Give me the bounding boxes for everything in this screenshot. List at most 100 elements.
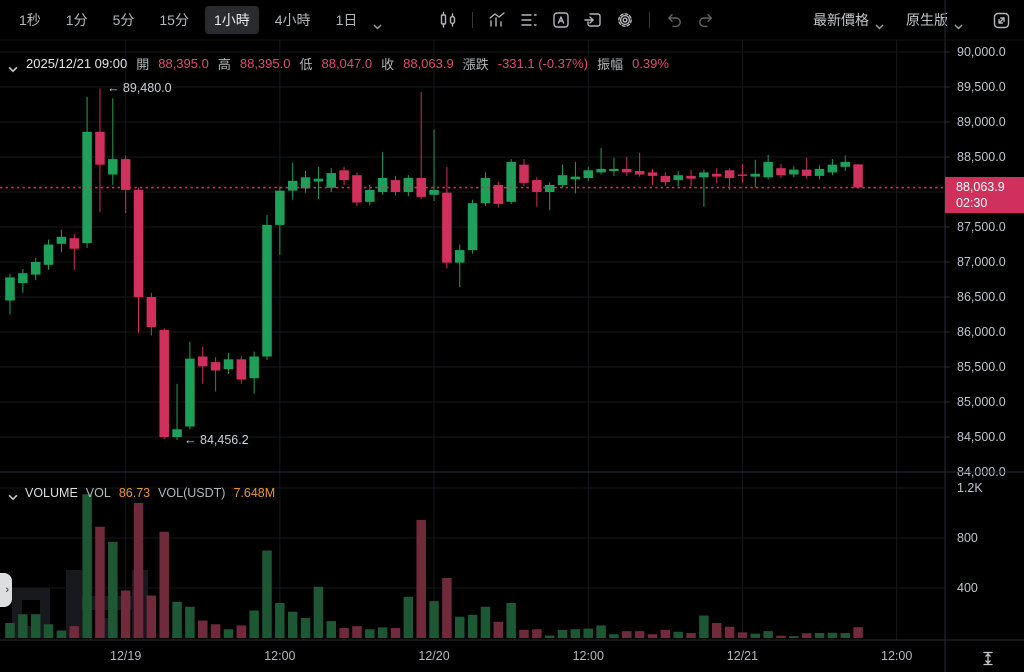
interval-button-4小時[interactable]: 4小時 bbox=[274, 12, 311, 28]
volume-bar bbox=[686, 633, 696, 638]
popup-window-icon[interactable] bbox=[580, 7, 606, 33]
candle-body bbox=[776, 168, 786, 176]
volume-bar bbox=[712, 623, 722, 638]
volume-bar bbox=[814, 633, 825, 638]
volume-bar bbox=[724, 626, 735, 638]
volume-bar bbox=[223, 629, 234, 638]
price-axis[interactable] bbox=[945, 0, 1024, 672]
candle-datetime: 2025/12/21 09:00 bbox=[26, 56, 128, 71]
price-axis-label: 85,500.0 bbox=[957, 360, 1006, 374]
version-dropdown[interactable]: 原生版 bbox=[906, 10, 963, 30]
volume-bar bbox=[339, 628, 349, 638]
interval-button-5分[interactable]: 5分 bbox=[112, 12, 135, 28]
interval-dropdown-chevron-icon[interactable] bbox=[373, 17, 382, 30]
candle-body bbox=[557, 175, 568, 185]
volume-bar bbox=[133, 503, 144, 638]
candle-body bbox=[223, 359, 234, 370]
interval-button-1秒[interactable]: 1秒 bbox=[19, 12, 41, 28]
volume-bar bbox=[313, 586, 324, 638]
interval-button-1小時[interactable]: 1小時 bbox=[204, 6, 259, 34]
volume-bar bbox=[108, 541, 118, 638]
toolbar-divider bbox=[649, 12, 651, 28]
volume-bar bbox=[69, 626, 79, 638]
candle-body bbox=[249, 356, 259, 379]
volume-bar bbox=[519, 629, 529, 638]
price-axis-label: 86,000.0 bbox=[957, 325, 1006, 339]
volume-bar bbox=[82, 494, 92, 638]
countdown-timer: 02:30 bbox=[956, 195, 988, 210]
candle-body bbox=[570, 176, 581, 180]
volume-bar bbox=[634, 631, 645, 638]
volume-bar bbox=[429, 601, 439, 638]
volume-header: VOLUME VOL 86.73 VOL(USDT) 7.648M bbox=[8, 486, 276, 501]
candle-body bbox=[827, 164, 838, 173]
candle-body bbox=[262, 224, 272, 357]
high-value: 88,395.0 bbox=[239, 56, 291, 71]
volume-bar bbox=[146, 595, 157, 638]
volume-bar bbox=[352, 626, 362, 638]
candle-body bbox=[95, 131, 105, 165]
open-label: 開 bbox=[136, 57, 150, 72]
candle-body bbox=[480, 178, 491, 204]
volume-bar bbox=[570, 629, 581, 638]
depth-settings-icon[interactable] bbox=[516, 7, 542, 33]
volume-bar bbox=[493, 621, 504, 638]
undo-icon[interactable] bbox=[661, 7, 687, 33]
candle-series bbox=[5, 88, 863, 441]
interval-button-1日[interactable]: 1日 bbox=[335, 12, 358, 28]
last-price-badge: 88,063.9 02:30 bbox=[945, 176, 1024, 213]
indicator-template-icon[interactable] bbox=[548, 7, 574, 33]
volume-bar bbox=[326, 621, 336, 638]
volume-bar bbox=[455, 616, 465, 638]
candle-body bbox=[133, 189, 144, 297]
candle-body bbox=[442, 192, 452, 263]
time-axis-label: 12:00 bbox=[881, 649, 913, 663]
vol-value: 86.73 bbox=[118, 486, 151, 500]
toolbar-divider bbox=[472, 12, 474, 28]
volume-bar bbox=[365, 629, 375, 638]
candle-body bbox=[300, 177, 311, 189]
settings-gear-icon[interactable] bbox=[612, 7, 638, 33]
candle-body bbox=[532, 180, 542, 192]
candle-body bbox=[506, 161, 516, 202]
redo-icon[interactable] bbox=[693, 7, 719, 33]
candle-body bbox=[287, 180, 298, 191]
volume-bar bbox=[853, 627, 863, 638]
price-axis-label: 88,500.0 bbox=[957, 150, 1006, 164]
volume-bar bbox=[210, 624, 221, 638]
candle-body bbox=[840, 161, 850, 167]
candlestick-style-icon[interactable] bbox=[435, 7, 461, 33]
volume-series bbox=[5, 494, 863, 638]
drawing-toolbar-handle[interactable]: › bbox=[0, 573, 12, 607]
price-axis-label: 86,500.0 bbox=[957, 290, 1006, 304]
volume-bar bbox=[827, 632, 838, 638]
ohlc-info-bar: 2025/12/21 09:00 開 88,395.0 高 88,395.0 低… bbox=[8, 54, 669, 73]
collapse-chevron-icon[interactable] bbox=[8, 61, 18, 72]
interval-button-15分[interactable]: 15分 bbox=[159, 12, 189, 28]
indicators-icon[interactable] bbox=[484, 7, 510, 33]
price-scale-adjust-icon[interactable] bbox=[980, 650, 996, 667]
volume-bar bbox=[840, 633, 850, 638]
volume-bar bbox=[647, 634, 658, 638]
high-label: 高 bbox=[217, 57, 231, 72]
candle-body bbox=[275, 190, 285, 225]
volume-bar bbox=[275, 603, 285, 638]
candle-body bbox=[198, 356, 208, 367]
candle-body bbox=[712, 173, 722, 177]
vol-usdt-value: 7.648M bbox=[233, 486, 276, 500]
last-price-value: 88,063.9 bbox=[956, 179, 1005, 194]
exchange-watermark bbox=[12, 570, 148, 638]
volume-bar bbox=[56, 630, 67, 638]
amplitude-value: 0.39% bbox=[632, 56, 669, 71]
price-mode-dropdown[interactable]: 最新價格 bbox=[813, 10, 884, 30]
volume-bar bbox=[442, 578, 452, 638]
candle-body bbox=[429, 189, 439, 195]
interval-buttons: 1秒 1分 5分 15分 1小時 4小時 1日 bbox=[10, 6, 373, 34]
candle-body bbox=[467, 203, 478, 251]
chart-toolbar: 1秒 1分 5分 15分 1小時 4小時 1日 bbox=[0, 0, 1024, 40]
fullscreen-icon[interactable] bbox=[988, 7, 1014, 33]
volume-collapse-chevron-icon[interactable] bbox=[8, 490, 18, 501]
volume-bar bbox=[532, 629, 542, 638]
interval-button-1分[interactable]: 1分 bbox=[65, 12, 88, 28]
